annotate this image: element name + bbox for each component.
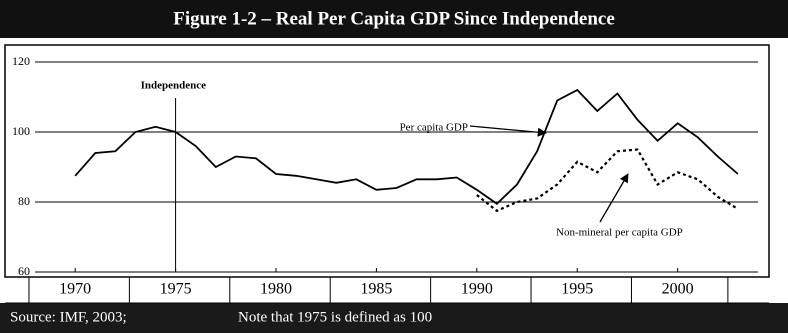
line bbox=[476, 148, 739, 213]
y-tick-label: 100 bbox=[12, 124, 30, 138]
y-tick-label: 120 bbox=[12, 54, 30, 68]
x-tick-label: 2000 bbox=[662, 281, 694, 298]
y-tick-label: 80 bbox=[18, 194, 30, 208]
x-tick-label: 1970 bbox=[59, 281, 91, 298]
x-tick-label: 1980 bbox=[260, 281, 292, 298]
chart-title: Figure 1-2 – Real Per Capita GDP Since I… bbox=[173, 8, 615, 29]
note: Note that 1975 is defined as 100 bbox=[238, 309, 432, 325]
x-tick-label: 1995 bbox=[561, 281, 593, 298]
x-tick-label: 1975 bbox=[160, 281, 192, 298]
source: Source: IMF, 2003; bbox=[10, 309, 127, 325]
source-bar bbox=[0, 303, 788, 333]
y-tick-label: 60 bbox=[18, 264, 30, 278]
arrow bbox=[599, 173, 629, 223]
series-label: Per capita GDP bbox=[400, 122, 468, 134]
x-tick-label: 1985 bbox=[360, 281, 392, 298]
plot-frame bbox=[4, 44, 770, 278]
annotation: Independence bbox=[141, 80, 207, 92]
title-bar bbox=[0, 0, 788, 38]
line bbox=[74, 88, 739, 205]
x-tick-label: 1990 bbox=[461, 281, 493, 298]
series-label: Non-mineral per capita GDP bbox=[556, 227, 683, 239]
